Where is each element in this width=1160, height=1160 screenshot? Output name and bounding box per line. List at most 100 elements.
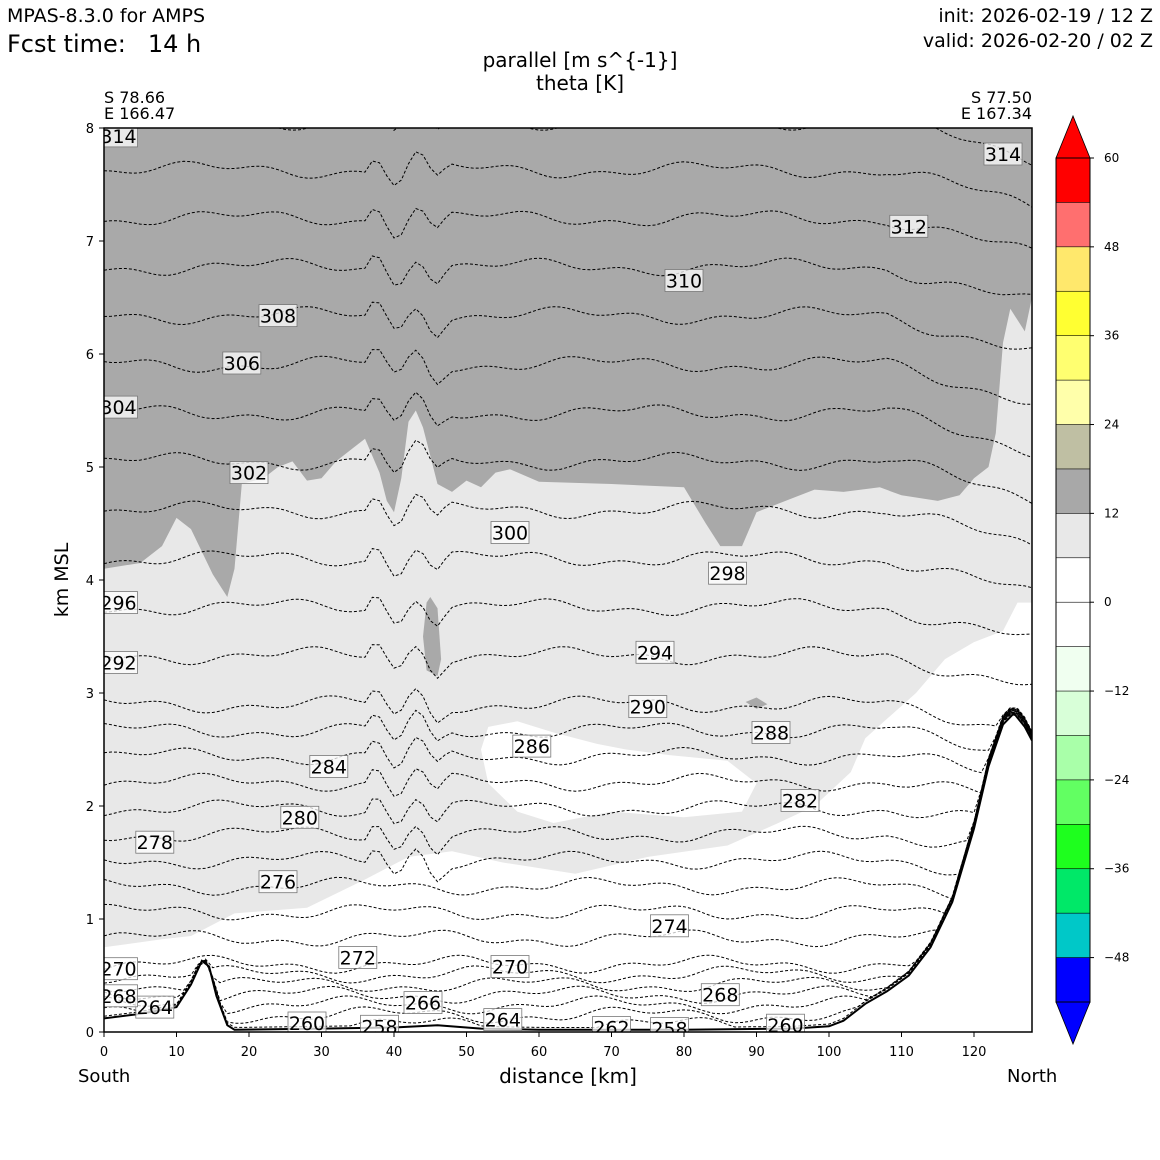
theta-label-text: 308 (260, 306, 296, 328)
colorbar-under-arrow (1055, 1001, 1091, 1046)
y-tick-label: 5 (86, 461, 94, 476)
theta-contour-262 (104, 713, 1032, 1015)
theta-label: 308 (258, 304, 298, 328)
colorbar-tick-label: −12 (1104, 684, 1129, 698)
theta-label: 314 (104, 128, 138, 148)
colorbar-tick-label: 12 (1104, 506, 1119, 520)
colorbar-tick-label: 48 (1104, 240, 1119, 254)
theta-label: 258 (650, 1017, 689, 1032)
theta-contour-258 (104, 714, 1032, 1028)
theta-label: 260 (287, 1011, 327, 1032)
y-tick-label: 4 (86, 574, 94, 589)
chart-title: parallel [m s^{-1}] theta [K] (380, 49, 780, 95)
valid-time: valid: 2026-02-20 / 02 Z (922, 30, 1153, 52)
colorbar-tick-label: 24 (1104, 418, 1119, 432)
theta-label-text: 312 (891, 216, 927, 238)
theta-contour-278 (104, 709, 1032, 883)
theta-label: 270 (490, 955, 530, 979)
theta-contour-296 (104, 548, 1032, 589)
x-tick-label: 100 (817, 1045, 842, 1060)
colorbar-segment (1055, 557, 1091, 604)
theta-label-text: 298 (709, 563, 745, 585)
theta-contour-290 (104, 687, 1032, 736)
y-tick-label: 6 (86, 348, 94, 363)
theta-label-text: 278 (137, 832, 173, 854)
model-title: MPAS-8.3.0 for AMPS (7, 5, 206, 27)
theta-label: 266 (403, 991, 443, 1015)
theta-contour-264 (104, 712, 1032, 1004)
theta-label: 302 (229, 461, 269, 485)
colorbar-segment (1055, 468, 1091, 515)
theta-label: 276 (258, 870, 298, 894)
forecast-time-label: Fcst time: (7, 30, 126, 58)
x-axis-label: distance [km] (499, 1064, 637, 1088)
theta-contour-298 (104, 493, 1032, 546)
theta-label-text: 280 (282, 807, 318, 829)
x-tick-label: 60 (531, 1045, 548, 1060)
theta-label: 268 (100, 984, 138, 1008)
x-tick-label: 90 (748, 1045, 765, 1060)
y-tick-label: 8 (86, 122, 94, 137)
colorbar-frame (1055, 157, 1091, 1003)
y-tick-label: 2 (86, 800, 94, 815)
theta-label: 300 (490, 521, 530, 545)
theta-label-text: 268 (100, 986, 136, 1008)
theta-label-text: 266 (405, 993, 441, 1015)
theta-label-text: 272 (340, 947, 376, 969)
theta-contour-286 (104, 707, 1032, 774)
theta-label-text: 294 (637, 642, 673, 664)
theta-label-text: 264 (137, 997, 173, 1019)
colorbar-segment (1055, 335, 1091, 381)
theta-label: 260 (766, 1013, 805, 1037)
theta-label: 280 (280, 805, 320, 829)
theta-contour-310 (104, 207, 1032, 249)
colorbar-over-arrow (1055, 114, 1091, 159)
right-lat: S 77.50 (970, 88, 1032, 107)
y-tick-label: 1 (86, 913, 94, 928)
colorbar-tick-label: 60 (1104, 151, 1119, 165)
theta-label-text: 304 (100, 397, 136, 419)
colorbar-tick-label: 0 (1104, 595, 1112, 609)
colorbar-segment (1055, 246, 1091, 293)
theta-label: 274 (650, 914, 689, 938)
x-tick-label: 50 (458, 1045, 475, 1060)
theta-label: 262 (592, 1016, 631, 1032)
x-tick-label: 80 (676, 1045, 693, 1060)
theta-label: 286 (512, 734, 552, 758)
theta-contour-294 (104, 596, 1032, 636)
colorbar-segment (1055, 513, 1091, 559)
colorbar-tick-label: −24 (1104, 773, 1129, 787)
theta-label: 264 (135, 995, 175, 1019)
theta-contour-280 (104, 709, 1032, 856)
theta-label-text: 270 (492, 957, 528, 979)
x-tick-label: 0 (100, 1045, 108, 1060)
colorbar-segment (1055, 957, 1091, 1003)
x-tick-label: 10 (168, 1045, 185, 1060)
chart-title-line1: parallel [m s^{-1}] (482, 48, 678, 72)
colorbar-segment (1055, 824, 1091, 870)
theta-label: 310 (664, 269, 704, 293)
colorbar-segment (1055, 157, 1091, 204)
colorbar-segment (1055, 779, 1091, 826)
theta-label-text: 260 (767, 1015, 803, 1037)
theta-contour-272 (104, 711, 1032, 948)
y-tick-label: 3 (86, 687, 94, 702)
theta-label-text: 284 (311, 757, 347, 779)
colorbar-tick-label: −36 (1104, 862, 1129, 876)
theta-contour-308 (104, 255, 1032, 296)
theta-label-text: 264 (485, 1010, 521, 1032)
colorbar-segment (1055, 601, 1091, 648)
forecast-time-value: 14 h (147, 30, 202, 58)
colorbar-segment (1055, 912, 1091, 959)
theta-label: 258 (360, 1014, 399, 1032)
left-endpoint-coords: S 78.66 E 166.47 (104, 90, 175, 122)
y-tick-label: 7 (86, 235, 94, 250)
theta-label-text: 282 (782, 790, 818, 812)
theta-contour-266 (104, 712, 1032, 993)
theta-label-text: 302 (231, 463, 267, 485)
x-tick-label: 120 (962, 1045, 987, 1060)
theta-label: 306 (222, 351, 262, 375)
colorbar-segment (1055, 290, 1091, 337)
theta-label: 272 (338, 946, 378, 969)
theta-contour-312 (104, 151, 1032, 208)
